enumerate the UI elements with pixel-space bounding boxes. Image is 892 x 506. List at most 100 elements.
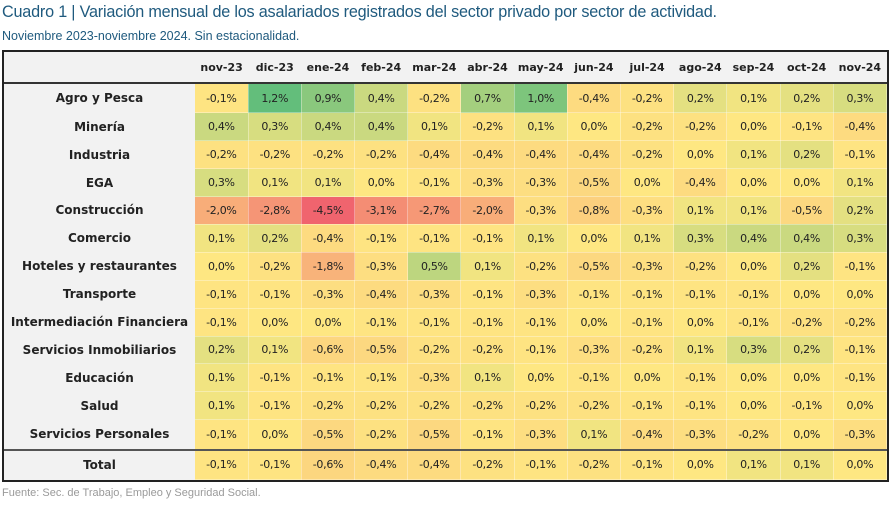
heatmap-cell: 0,2% — [780, 83, 834, 114]
header-row: nov-23 dic-23 ene-24 feb-24 mar-24 abr-24 may-… — [4, 52, 887, 84]
heatmap-table-container: nov-23 dic-23 ene-24 feb-24 mar-24 abr-24 may-… — [2, 50, 889, 482]
heatmap-cell: -0,3% — [514, 168, 568, 198]
heatmap-cell: -0,3% — [354, 252, 409, 281]
heatmap-cell: 0,1% — [780, 448, 834, 480]
heatmap-cell: 0,2% — [195, 336, 249, 365]
column-header-dic-23: dic-23 — [248, 52, 302, 84]
heatmap-cell: 0,3% — [673, 224, 728, 253]
heatmap-cell: 0,7% — [460, 83, 515, 114]
heatmap-cell: -0,3% — [833, 419, 888, 451]
heatmap-cell: 0,0% — [673, 448, 728, 480]
heatmap-cell: -0,1% — [567, 363, 622, 393]
heatmap-cell: 0,2% — [833, 196, 888, 225]
table-row: Servicios Personales -0,1% 0,0% -0,5% -0,2% -… — [4, 419, 888, 451]
row-label: Total — [4, 448, 195, 480]
heatmap-cell: -0,1% — [567, 280, 622, 309]
heatmap-cell: 0,4% — [354, 83, 409, 114]
heatmap-cell: -0,4% — [407, 448, 462, 480]
heatmap-cell: 0,2% — [673, 83, 728, 114]
heatmap-cell: -0,5% — [407, 419, 462, 451]
column-header-nov-24: nov-24 — [833, 52, 887, 84]
heatmap-cell: 0,1% — [620, 224, 675, 253]
heatmap-cell: 0,3% — [195, 168, 249, 198]
heatmap-cell: 0,0% — [780, 280, 834, 309]
row-label: Intermediación Financiera — [4, 308, 195, 336]
heatmap-cell: -0,4% — [460, 140, 515, 170]
heatmap-cell: -0,5% — [567, 168, 622, 198]
heatmap-cell: -0,1% — [407, 308, 462, 337]
heatmap-cell: -0,3% — [460, 168, 515, 198]
heatmap-cell: -2,7% — [407, 196, 462, 225]
heatmap-cell: -0,5% — [301, 419, 356, 451]
heatmap-cell: -0,1% — [460, 280, 515, 309]
table-row: Hoteles y restaurantes 0,0% -0,2% -1,8% -0,3… — [4, 252, 888, 281]
heatmap-cell: -0,4% — [620, 419, 675, 451]
row-label: Salud — [4, 391, 195, 420]
heatmap-cell: 0,4% — [780, 224, 834, 253]
heatmap-cell: -0,1% — [354, 224, 409, 253]
table-row: Salud 0,1% -0,1% -0,2% -0,2% -0,2% -0,2% -0,2% -… — [4, 391, 888, 421]
table-row: Minería 0,4% 0,3% 0,4% 0,4% 0,1% -0,2% 0,1% 0,0%… — [4, 112, 888, 142]
heatmap-cell: 0,0% — [780, 168, 834, 198]
table-row: Agro y Pesca -0,1% 1,2% 0,9% 0,4% -0,2% 0,7% 1,… — [4, 83, 888, 114]
heatmap-cell: -0,4% — [673, 168, 728, 198]
heatmap-cell: -0,2% — [567, 391, 622, 421]
heatmap-cell: -0,1% — [620, 280, 675, 309]
heatmap-cell: 0,1% — [726, 83, 781, 114]
heatmap-cell: -0,1% — [673, 391, 728, 421]
heatmap-cell: -0,1% — [833, 336, 888, 365]
heatmap-cell: -0,1% — [726, 308, 781, 337]
heatmap-cell: 0,1% — [248, 168, 302, 198]
heatmap-cell: 0,4% — [301, 112, 356, 142]
heatmap-cell: 0,0% — [248, 419, 302, 451]
heatmap-cell: 0,0% — [726, 112, 781, 142]
heatmap-cell: -0,1% — [673, 280, 728, 309]
heatmap-cell: 0,0% — [780, 363, 834, 393]
heatmap-cell: 0,2% — [780, 140, 834, 170]
heatmap-cell: -0,2% — [673, 112, 728, 142]
table-row: Servicios Inmobiliarios 0,2% 0,1% -0,6% -0,5… — [4, 336, 888, 365]
heatmap-cell: -0,3% — [620, 196, 675, 225]
heatmap-cell: 0,0% — [833, 280, 888, 309]
column-header-jun-24: jun-24 — [567, 52, 621, 84]
heatmap-cell: -0,2% — [726, 419, 781, 451]
heatmap-cell: 0,1% — [673, 336, 728, 365]
heatmap-cell: 0,1% — [248, 336, 302, 365]
heatmap-cell: -0,2% — [780, 308, 834, 337]
heatmap-cell: -0,1% — [833, 252, 888, 281]
column-header-nov-23: nov-23 — [195, 52, 249, 84]
table-row: Industria -0,2% -0,2% -0,2% -0,2% -0,4% -0,4% -… — [4, 140, 888, 170]
heatmap-cell: 0,0% — [567, 112, 622, 142]
heatmap-cell: 0,0% — [354, 168, 409, 198]
heatmap-cell: -3,1% — [354, 196, 409, 225]
heatmap-cell: -0,1% — [195, 419, 249, 451]
heatmap-cell: 0,0% — [780, 419, 834, 451]
heatmap-cell: -0,2% — [301, 140, 356, 170]
heatmap-cell: -0,2% — [301, 391, 356, 421]
heatmap-cell: 0,3% — [833, 224, 888, 253]
heatmap-cell: 0,3% — [726, 336, 781, 365]
heatmap-cell: 0,0% — [248, 308, 302, 337]
row-label: Agro y Pesca — [4, 83, 195, 113]
heatmap-cell: -0,2% — [673, 252, 728, 281]
heatmap-cell: -2,0% — [195, 196, 249, 225]
heatmap-cell: -0,2% — [460, 336, 515, 365]
heatmap-cell: -0,1% — [673, 363, 728, 393]
heatmap-cell: -0,2% — [354, 419, 409, 451]
heatmap-cell: -0,2% — [460, 448, 515, 480]
heatmap-cell: 1,2% — [248, 83, 302, 114]
row-label: EGA — [4, 168, 195, 197]
heatmap-cell: 0,0% — [195, 252, 249, 281]
heatmap-cell: -0,2% — [407, 336, 462, 365]
heatmap-cell: -0,2% — [460, 391, 515, 421]
heatmap-cell: -0,1% — [620, 448, 675, 480]
column-header-sep-24: sep-24 — [726, 52, 781, 84]
heatmap-cell: -0,4% — [567, 83, 622, 114]
heatmap-cell: -0,1% — [354, 363, 409, 393]
heatmap-cell: -0,1% — [514, 308, 568, 337]
row-label: Servicios Inmobiliarios — [4, 336, 195, 364]
heatmap-cell: -0,4% — [301, 224, 356, 253]
heatmap-cell: -0,1% — [514, 448, 568, 480]
heatmap-cell: -0,2% — [620, 336, 675, 365]
heatmap-cell: -0,2% — [407, 83, 462, 114]
